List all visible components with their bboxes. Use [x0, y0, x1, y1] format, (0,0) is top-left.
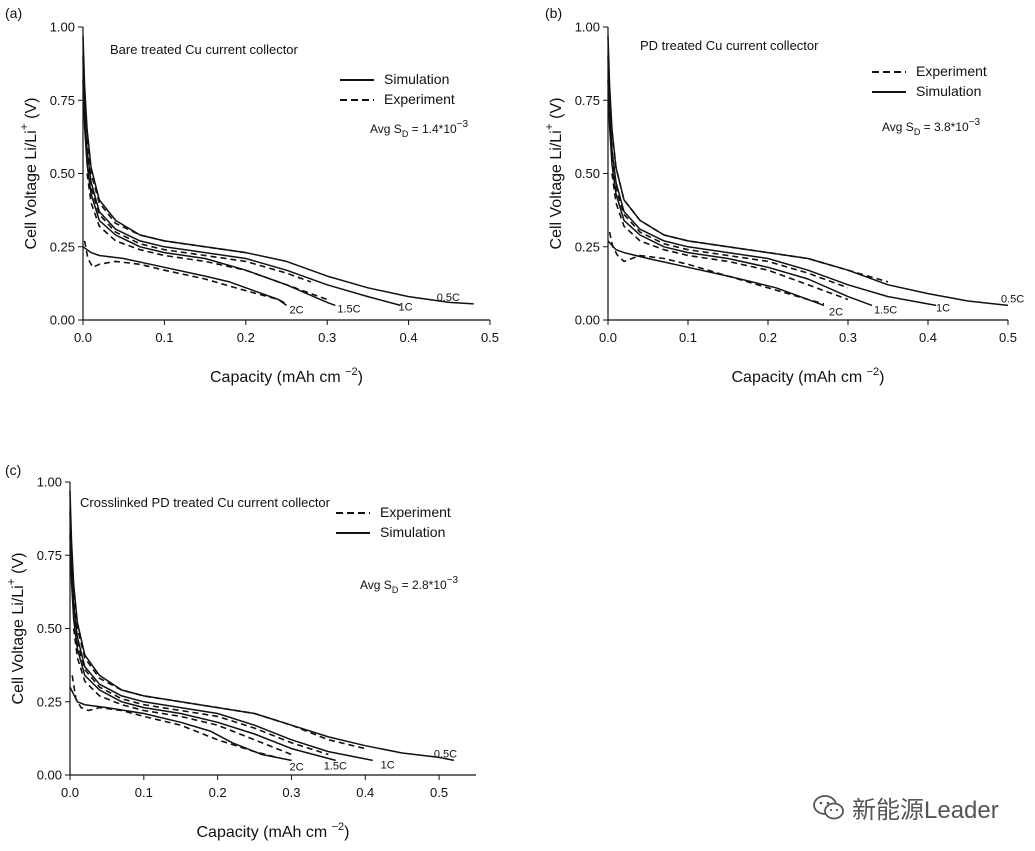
avg-sd-annotation: Avg SD = 3.8*10−3 [882, 117, 981, 137]
c-rate-label: 1C [398, 301, 412, 313]
watermark-text: 新能源Leader [852, 797, 999, 824]
y-tick-label: 0.00 [50, 313, 75, 328]
c-rate-label: 0.5C [434, 748, 457, 760]
y-tick-label: 0.00 [37, 768, 62, 783]
series-0_5C-experiment [72, 593, 366, 750]
y-tick-label: 1.00 [50, 20, 75, 35]
y-tick-label: 0.25 [37, 694, 62, 709]
x-tick-label: 0.0 [599, 330, 617, 345]
series-1_5C-simulation [607, 79, 873, 307]
series-1C-experiment [72, 610, 329, 756]
series-2C-simulation [607, 240, 825, 307]
x-tick-label: 0.3 [318, 330, 336, 345]
series-1_5C-experiment [611, 173, 849, 301]
series-1C-experiment [86, 158, 312, 283]
y-tick-label: 0.75 [37, 548, 62, 563]
x-tick-label: 0.3 [282, 785, 300, 800]
c-rate-label: 2C [290, 304, 304, 316]
x-tick-label: 0.4 [356, 785, 374, 800]
y-tick-label: 0.00 [575, 313, 600, 328]
x-tick-label: 0.2 [237, 330, 255, 345]
chart-panel-c: (c) 0.0 0.1 0.2 0.3 0.4 0.5 0.00 0.25 0.50 0.75 1.0… [0, 455, 510, 850]
x-axis-label: Capacity (mAh cm −2) [731, 366, 884, 386]
x-tick-label: 0.0 [61, 785, 79, 800]
x-axis-label: Capacity (mAh cm −2) [196, 821, 349, 841]
c-rate-label: 1.5C [874, 304, 897, 316]
wechat-icon [813, 794, 844, 819]
series-2C-experiment [71, 675, 277, 759]
legend-label: Experiment [384, 91, 455, 107]
y-tick-label: 1.00 [575, 20, 600, 35]
legend-label: Experiment [380, 504, 451, 520]
chart-title: Bare treated Cu current collector [110, 42, 299, 57]
c-rate-label: 2C [829, 306, 843, 318]
avg-sd-annotation: Avg SD = 2.8*10−3 [360, 575, 459, 595]
y-axis-label: Cell Voltage Li/Li+ (V) [17, 98, 40, 250]
x-tick-label: 0.5 [430, 785, 448, 800]
x-tick-label: 0.5 [481, 330, 499, 345]
c-rate-label: 1.5C [337, 303, 360, 315]
chart-panel-a: (a) 0.0 0.1 0.2 0.3 0.4 0.5 0.00 0.25 0.50 0.75 1.0… [0, 0, 510, 405]
series-1C-simulation [607, 56, 937, 307]
series-0_5C-simulation [69, 490, 455, 762]
y-tick-label: 0.50 [37, 621, 62, 636]
series-2C-experiment [608, 231, 825, 305]
series-1C-experiment [611, 155, 849, 289]
x-tick-label: 0.2 [209, 785, 227, 800]
y-tick-label: 1.00 [37, 475, 62, 490]
c-rate-label: 0.5C [437, 292, 460, 304]
series-2C-simulation [82, 246, 287, 307]
y-tick-label: 0.25 [50, 239, 75, 254]
panel-label-b: (b) [545, 5, 562, 21]
c-rate-label: 0.5C [1001, 293, 1024, 305]
y-axis-label: Cell Voltage Li/Li+ (V) [4, 553, 27, 705]
series-1_5C-experiment [86, 173, 328, 301]
legend-label: Experiment [916, 63, 987, 79]
c-rate-label: 1C [936, 302, 950, 314]
series-0_5C-experiment [611, 132, 889, 283]
x-tick-label: 0.1 [155, 330, 173, 345]
x-tick-label: 0.1 [135, 785, 153, 800]
y-tick-label: 0.50 [50, 166, 75, 181]
y-tick-label: 0.75 [50, 93, 75, 108]
x-tick-label: 0.2 [759, 330, 777, 345]
chart-title: Crosslinked PD treated Cu current collec… [80, 495, 331, 510]
x-tick-label: 0.4 [919, 330, 937, 345]
series-0_5C-experiment [86, 138, 246, 254]
x-tick-label: 0.4 [400, 330, 418, 345]
legend-label: Simulation [380, 524, 445, 540]
chart-b-svg: (b) 0.0 0.1 0.2 0.3 0.4 0.5 0.00 0.25 0.50 0.75 1.0… [542, 5, 1024, 386]
y-tick-label: 0.25 [575, 239, 600, 254]
y-tick-label: 0.75 [575, 93, 600, 108]
x-tick-label: 0.5 [999, 330, 1017, 345]
chart-title: PD treated Cu current collector [640, 38, 819, 53]
legend-label: Simulation [916, 83, 981, 99]
chart-a-svg: (a) 0.0 0.1 0.2 0.3 0.4 0.5 0.00 0.25 0.50 0.75 1.0… [5, 5, 499, 386]
series-2C-simulation [69, 686, 292, 762]
legend-label: Simulation [384, 71, 449, 87]
panel-label-c: (c) [5, 462, 21, 478]
series-0_5C-simulation [607, 35, 1009, 307]
c-rate-label: 2C [289, 761, 303, 773]
chart-panel-b: (b) 0.0 0.1 0.2 0.3 0.4 0.5 0.00 0.25 0.50 0.75 1.0… [522, 0, 1032, 405]
c-rate-label: 1C [381, 759, 395, 771]
series-1_5C-simulation [69, 534, 336, 762]
panel-label-a: (a) [5, 5, 22, 21]
chart-c-svg: (c) 0.0 0.1 0.2 0.3 0.4 0.5 0.00 0.25 0.50 0.75 1.0… [4, 462, 476, 841]
x-tick-label: 0.0 [74, 330, 92, 345]
avg-sd-annotation: Avg SD = 1.4*10−3 [370, 119, 469, 139]
x-axis-label: Capacity (mAh cm −2) [210, 366, 363, 386]
series-2C-experiment [83, 240, 287, 305]
series-1_5C-experiment [72, 628, 292, 756]
series-1C-simulation [82, 56, 401, 307]
c-rate-label: 1.5C [324, 760, 347, 772]
series-1_5C-simulation [82, 79, 336, 307]
x-tick-label: 0.1 [679, 330, 697, 345]
y-tick-label: 0.50 [575, 166, 600, 181]
x-tick-label: 0.3 [839, 330, 857, 345]
series-1C-simulation [69, 511, 373, 762]
watermark: 新能源Leader [812, 790, 999, 825]
y-axis-label: Cell Voltage Li/Li+ (V) [542, 98, 565, 250]
